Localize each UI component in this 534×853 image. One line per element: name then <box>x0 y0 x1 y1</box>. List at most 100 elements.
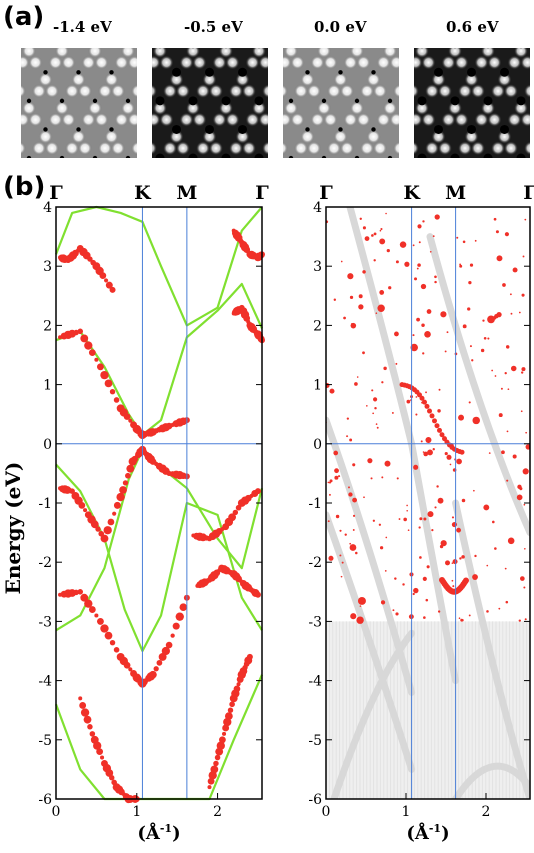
stm-hole <box>500 124 509 134</box>
stm-hole <box>450 153 460 158</box>
surface-weight-point <box>373 259 376 262</box>
band-structure-figure: Γ K M Γ -6 -5 -4 -3 -2 -1 0 1 2 3 4 0 1 2 (Å-1) Γ K M Γ -6 -5 -4… <box>1 182 534 844</box>
stm-spot <box>491 84 505 99</box>
surface-weight-point <box>109 286 116 293</box>
surface-weight-point <box>113 501 121 509</box>
surface-weight-point <box>404 261 410 267</box>
stm-spot <box>307 141 321 156</box>
surface-weight-point <box>381 381 384 384</box>
stm-hole <box>483 96 493 106</box>
stm-spot <box>421 55 436 70</box>
surface-weight-point <box>456 527 462 533</box>
surface-weight-point <box>327 481 330 484</box>
stm-spot <box>300 72 315 87</box>
surface-weight-point <box>518 311 521 314</box>
surface-weight-point <box>377 304 385 312</box>
stm-hole <box>305 127 310 132</box>
stm-spot <box>317 101 331 116</box>
stm-hole <box>109 127 114 132</box>
surface-weight-point <box>432 418 437 424</box>
surface-weight-point <box>334 475 339 480</box>
surface-weight-point <box>358 304 364 310</box>
stm-spot <box>152 55 161 70</box>
stm-spot <box>464 129 479 144</box>
surface-weight-point <box>426 565 430 569</box>
surface-weight-point <box>417 224 422 229</box>
high-symmetry-label: Γ <box>49 182 63 204</box>
panel-a-label: (a) <box>3 2 45 32</box>
surface-weight-point <box>78 501 86 509</box>
stm-spot <box>114 55 129 70</box>
stm-spot <box>61 55 76 70</box>
surface-weight-point <box>80 593 89 602</box>
stm-spot <box>310 112 325 127</box>
stm-spot <box>81 55 96 70</box>
y-tick-label: -6 <box>308 792 322 808</box>
surface-weight-point <box>214 754 221 761</box>
surface-weight-point <box>352 514 356 517</box>
stm-spot <box>441 55 456 70</box>
stm-spot <box>196 84 210 99</box>
model-band <box>55 282 264 437</box>
stm-spot <box>127 112 137 127</box>
surface-weight-point <box>451 521 458 528</box>
stm-hole <box>92 155 98 158</box>
surface-weight-point <box>90 520 99 529</box>
surface-weight-point <box>89 731 96 737</box>
surface-weight-point <box>517 484 522 489</box>
surface-weight-point <box>87 724 93 730</box>
stm-hole <box>125 98 131 104</box>
surface-weight-point <box>328 555 334 561</box>
stm-spot <box>94 55 109 70</box>
stm-spot <box>38 72 53 87</box>
surface-weight-point <box>355 551 358 555</box>
surface-weight-point <box>425 391 427 394</box>
stm-spot <box>487 112 502 127</box>
stm-hole <box>417 153 427 158</box>
y-tick-label: -2 <box>38 555 52 571</box>
surface-weight-point <box>379 229 382 232</box>
stm-hole <box>371 70 376 75</box>
stm-hole <box>92 98 98 104</box>
stm-spot <box>383 101 397 116</box>
stm-spot <box>32 84 46 99</box>
surface-weight-point <box>423 451 429 457</box>
surface-weight-point <box>415 413 418 416</box>
stm-hole <box>238 67 247 77</box>
surface-weight-point <box>445 560 450 566</box>
stm-spot <box>487 55 502 70</box>
surface-weight-point <box>487 315 495 324</box>
stm-spot <box>252 48 266 58</box>
stm-hole <box>172 124 181 134</box>
bulk-band <box>330 629 416 799</box>
surface-weight-point <box>366 405 368 407</box>
surface-weight-point <box>486 564 489 567</box>
stm-spot <box>98 141 112 156</box>
stm-spot <box>152 112 161 127</box>
surface-weight-point <box>229 701 235 708</box>
surface-weight-point <box>456 236 459 239</box>
surface-weight-point <box>395 612 399 616</box>
surface-weight-point <box>505 600 509 604</box>
stm-spot <box>131 141 137 156</box>
stm-spot <box>179 55 194 70</box>
surface-weight-point <box>339 554 342 557</box>
stm-spot <box>22 48 36 58</box>
surface-weight-point <box>429 413 435 419</box>
stm-spot <box>481 101 495 116</box>
surface-weight-point <box>346 435 349 438</box>
stm-spot <box>497 72 512 87</box>
stm-spot <box>356 55 371 70</box>
stm-hole <box>321 98 327 104</box>
surface-weight-point <box>424 331 431 338</box>
y-tick-label: 3 <box>313 259 322 275</box>
stm-spot <box>262 84 268 99</box>
surface-weight-point <box>109 389 116 395</box>
surface-weight-point <box>236 682 241 687</box>
stm-spot <box>242 84 256 99</box>
stm-hole <box>387 98 393 104</box>
surface-weight-point <box>399 241 407 248</box>
surface-weight-point <box>379 290 385 295</box>
stm-spot <box>152 141 157 155</box>
surface-weight-point <box>486 610 489 613</box>
